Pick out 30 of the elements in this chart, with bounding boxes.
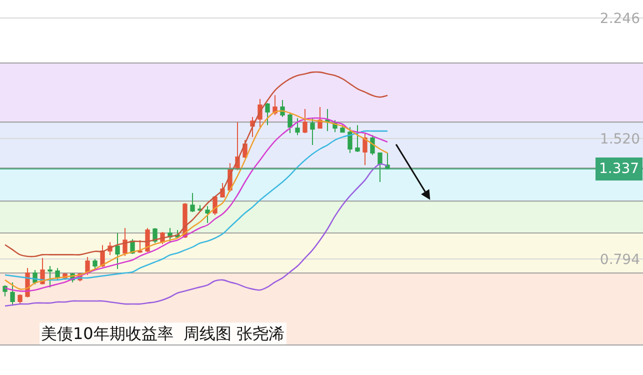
line-series: [4, 71, 388, 258]
y-tick-label: 1.520: [600, 131, 640, 148]
candlestick: [190, 192, 195, 213]
y-tick-label: 2.246: [600, 10, 640, 27]
candlestick: [348, 126, 352, 154]
candlestick: [288, 112, 292, 134]
candlestick: [340, 124, 345, 133]
candlestick: [370, 134, 375, 156]
y-tick-label: 0.794: [600, 252, 640, 268]
candlestick: [115, 232, 120, 270]
candlestick: [302, 108, 308, 134]
candlestick: [10, 282, 15, 305]
candlestick: [362, 132, 368, 166]
candlestick: [355, 124, 360, 152]
candlestick: [92, 258, 98, 270]
candlestick: [48, 265, 52, 288]
candlestick: [325, 108, 330, 132]
candlestick: [205, 206, 210, 224]
candlestick: [18, 294, 22, 305]
candlestick: [265, 102, 270, 126]
candlestick: [2, 284, 8, 297]
text: 美债10年期收益率 周线图 张尧浠: [41, 324, 285, 343]
candlestick: [378, 152, 382, 183]
candlestick: [138, 240, 142, 254]
candlestick: [152, 227, 158, 244]
candlestick: [295, 118, 300, 136]
candlestick: [310, 118, 315, 146]
candlestick: [122, 227, 128, 257]
line-series: [4, 163, 388, 307]
ref-line-label: 1.337: [599, 161, 640, 177]
